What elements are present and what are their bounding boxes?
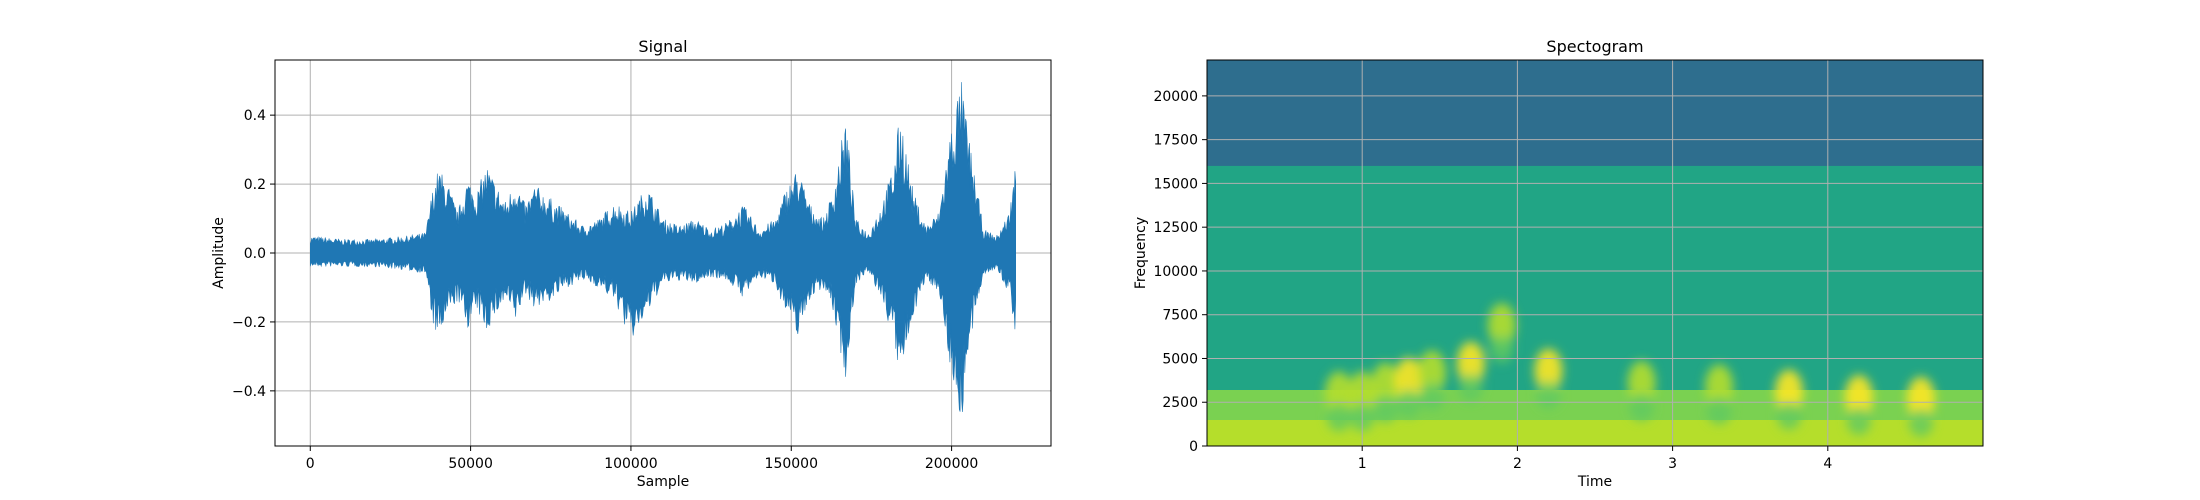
signal-xtick-label: 100000	[604, 456, 657, 472]
spectrogram-feature-halo	[1629, 392, 1654, 421]
spectrogram-ytick-label: 20000	[1153, 89, 1198, 105]
spectrogram-feature-halo	[1396, 389, 1421, 418]
spectrogram-feature-halo	[1908, 408, 1933, 437]
spectrogram-feature	[1906, 376, 1935, 421]
spectrogram-ytick-label: 7500	[1162, 308, 1198, 324]
spectrogram-xtick-label: 3	[1668, 456, 1677, 472]
spectrogram-feature	[1705, 364, 1734, 409]
spectrogram-ytick-label: 0	[1189, 439, 1198, 455]
spectrogram-ytick-label: 17500	[1153, 133, 1198, 149]
signal-ytick-label: 0.4	[244, 108, 266, 124]
spectrogram-feature-halo	[1707, 396, 1732, 425]
signal-panel: 0 50000 100000 150000 200000 −0.4 −0.2 0.0 0.2 0.…	[211, 37, 1052, 490]
spectrogram-ticks: 1 2 3 4 0 2500 5000 7500 10000 12500 15000 17500 200…	[1153, 89, 1832, 472]
spectrogram-xtick-label: 1	[1358, 456, 1367, 472]
signal-ytick-label: −0.2	[232, 315, 266, 331]
spectrogram-feature-halo	[1420, 382, 1445, 411]
signal-ytick-label: 0.2	[244, 177, 266, 193]
spectrogram-xlabel: Time	[1577, 474, 1612, 490]
signal-ytick-label: −0.4	[232, 384, 266, 400]
spectrogram-feature	[1534, 348, 1563, 393]
spectrogram-feature	[1394, 357, 1423, 402]
spectrogram-feature-halo	[1458, 373, 1483, 402]
signal-title: Signal	[638, 37, 687, 56]
signal-xtick-label: 50000	[448, 456, 493, 472]
spectrogram-feature	[1627, 360, 1656, 405]
spectrogram-ylabel: Frequency	[1133, 217, 1149, 289]
spectrogram-feature	[1324, 371, 1353, 416]
spectrogram-axes-frame	[1206, 59, 1984, 447]
spectrogram-panel: 1 2 3 4 0 2500 5000 7500 10000 12500 15000 17500 200…	[1133, 37, 1984, 490]
signal-xtick-label: 0	[306, 456, 315, 472]
spectrogram-feature-halo	[1373, 394, 1398, 423]
spectrogram-high-band	[1207, 60, 1983, 166]
spectrogram-feature-halo	[1489, 335, 1514, 364]
signal-xlabel: Sample	[637, 474, 690, 490]
spectrogram-ytick-label: 12500	[1153, 220, 1198, 236]
spectrogram-feature-halo	[1777, 401, 1801, 430]
spectrogram-feature	[1844, 374, 1873, 419]
spectrogram-ytick-label: 10000	[1153, 264, 1198, 280]
spectrogram-xtick-label: 2	[1513, 456, 1522, 472]
spectrogram-feature-halo	[1326, 403, 1351, 432]
spectrogram-image	[1207, 60, 1983, 446]
signal-xtick-label: 150000	[765, 456, 818, 472]
spectrogram-ytick-label: 15000	[1153, 176, 1198, 192]
signal-waveform	[310, 82, 1016, 413]
spectrogram-title: Spectogram	[1546, 37, 1643, 56]
spectrogram-feature	[1371, 362, 1400, 407]
signal-ticks: 0 50000 100000 150000 200000 −0.4 −0.2 0.0 0.2 0.…	[232, 108, 978, 472]
spectrogram-ytick-label: 2500	[1162, 395, 1198, 411]
signal-ytick-label: 0.0	[244, 246, 266, 262]
spectrogram-feature-halo	[1536, 380, 1561, 409]
signal-ylabel: Amplitude	[211, 217, 227, 289]
spectrogram-feature	[1418, 350, 1447, 395]
spectrogram-ytick-label: 5000	[1162, 351, 1198, 367]
spectrogram-feature-halo	[1846, 406, 1871, 435]
spectrogram-xtick-label: 4	[1823, 456, 1832, 472]
spectrogram-feature	[1456, 341, 1485, 386]
signal-xtick-label: 200000	[925, 456, 978, 472]
